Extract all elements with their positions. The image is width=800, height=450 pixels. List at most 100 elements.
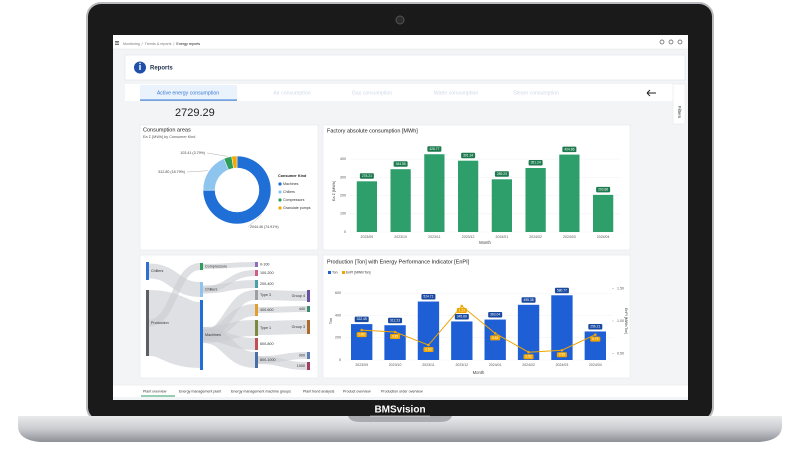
sankey-node[interactable] [200, 263, 203, 270]
y-tick-label: 300 [340, 175, 346, 179]
tab[interactable]: Air consumption [273, 90, 310, 96]
bar[interactable] [384, 325, 406, 360]
sankey-node[interactable] [255, 304, 258, 316]
bar[interactable] [424, 154, 445, 232]
filters-tab[interactable] [672, 83, 686, 125]
sankey-node[interactable] [255, 262, 258, 267]
legend-label[interactable]: Granulate pumps [283, 206, 311, 210]
bottom-tab[interactable]: Energy management machine groups [231, 389, 291, 393]
sankey-link [202, 280, 256, 294]
collapse-arrow[interactable] [646, 89, 656, 97]
value-label-bg [562, 146, 577, 153]
y-tick-label: 200 [340, 194, 346, 198]
tab[interactable]: Active energy consumption [157, 90, 219, 96]
line-point[interactable] [393, 330, 397, 334]
breadcrumb-item[interactable]: Trends & reports [145, 42, 172, 46]
chart-title: Consumption areas [143, 127, 191, 133]
value-label-bg [423, 347, 434, 353]
filters-label[interactable]: Filters [677, 106, 682, 119]
sankey-node[interactable] [255, 338, 258, 350]
legend-swatch [278, 206, 282, 210]
sankey-node[interactable] [307, 320, 310, 334]
legend-label[interactable]: Chillers [283, 190, 295, 194]
sankey-node-label: Group 4 [292, 294, 305, 298]
bottom-tab[interactable]: Plant overview [143, 389, 167, 393]
sankey-node[interactable] [255, 290, 258, 300]
line-point[interactable] [560, 348, 564, 352]
sankey-node[interactable] [307, 362, 310, 370]
icon-user[interactable] [677, 39, 683, 45]
tab[interactable]: Water consumption [434, 90, 479, 96]
sankey-node[interactable] [255, 352, 258, 368]
icon-alert[interactable] [659, 39, 665, 45]
sankey-node[interactable] [146, 262, 149, 280]
line-point[interactable] [427, 343, 430, 347]
sankey-node[interactable] [200, 282, 203, 297]
bottom-tab[interactable]: Production order overview [381, 389, 423, 393]
bar[interactable] [458, 160, 479, 232]
bar[interactable] [356, 181, 377, 232]
value-label: 0.52 [525, 355, 531, 359]
x-tick-label: 2023/10 [394, 235, 407, 239]
value-label-bg [454, 313, 469, 320]
tab[interactable]: Steam consumption [513, 90, 559, 96]
line-point[interactable] [360, 328, 363, 332]
line-point[interactable] [527, 350, 530, 354]
sankey-node[interactable] [255, 280, 258, 288]
sankey-node[interactable] [307, 306, 310, 312]
bottom-tab[interactable]: Product overview [343, 389, 371, 393]
sankey-node[interactable] [255, 270, 258, 276]
bar[interactable] [525, 167, 546, 232]
bar[interactable] [417, 301, 440, 360]
icon-settings[interactable] [668, 39, 674, 45]
line-point[interactable] [460, 304, 464, 308]
sankey-node-label: Type 3 [260, 293, 271, 297]
bar[interactable] [491, 179, 512, 232]
legend-swatch [278, 182, 282, 186]
sankey-node-label: Chillers [205, 287, 217, 291]
value-label-bg [456, 308, 467, 314]
legend-label[interactable]: Machines [283, 182, 299, 186]
y-tick-label: 400 [335, 313, 341, 317]
sankey-node-label: 100-200 [260, 271, 274, 275]
dynamic-content: Monitoring Trends & reports Energy reports… [123, 42, 628, 397]
sankey-node-label: 600-800 [260, 342, 274, 346]
bar[interactable] [559, 154, 580, 232]
donut-slice [202, 155, 272, 225]
sankey-node[interactable] [307, 352, 310, 359]
bar[interactable] [517, 304, 540, 360]
legend-label[interactable]: Compressors [283, 198, 305, 202]
bar[interactable] [584, 331, 606, 360]
value-label-bg [388, 317, 403, 324]
bar[interactable] [593, 194, 614, 232]
legend-swatch [342, 271, 345, 274]
sankey-link [202, 327, 256, 368]
line-point[interactable] [493, 332, 497, 335]
tab[interactable]: Gas consumption [352, 90, 392, 96]
bar[interactable] [351, 324, 373, 360]
value-label: 312.23 [390, 318, 400, 322]
sankey-node[interactable] [146, 290, 149, 356]
x-tick-label: 2024/01 [489, 363, 502, 367]
bottom-tab[interactable]: Plant trend analysis [303, 389, 335, 393]
breadcrumb-item[interactable]: Energy reports [176, 42, 200, 46]
y-tick-label: 100 [340, 212, 346, 216]
legend-label[interactable]: Ton [332, 270, 338, 274]
breadcrumb-item[interactable]: Monitoring [123, 42, 140, 46]
bar[interactable] [390, 169, 411, 232]
sankey-node[interactable] [200, 300, 203, 370]
value-label: 278.21 [362, 174, 372, 178]
line-point[interactable] [594, 333, 597, 336]
x-tick-label: 2024/04 [597, 235, 610, 239]
legend-label[interactable]: EnPI [MWh/Ton] [346, 270, 371, 274]
sankey-node[interactable] [307, 290, 310, 302]
x-tick-label: 2023/11 [422, 363, 434, 367]
sankey-node[interactable] [255, 320, 258, 336]
bar[interactable] [451, 321, 473, 360]
active-tab-underline [140, 99, 237, 101]
value-label: 580.77 [557, 288, 567, 292]
bar[interactable] [551, 295, 573, 360]
value-label-bg [554, 287, 569, 294]
bottom-tab[interactable]: Energy management plant [179, 389, 221, 393]
sankey-node-label: 440 [299, 307, 305, 311]
